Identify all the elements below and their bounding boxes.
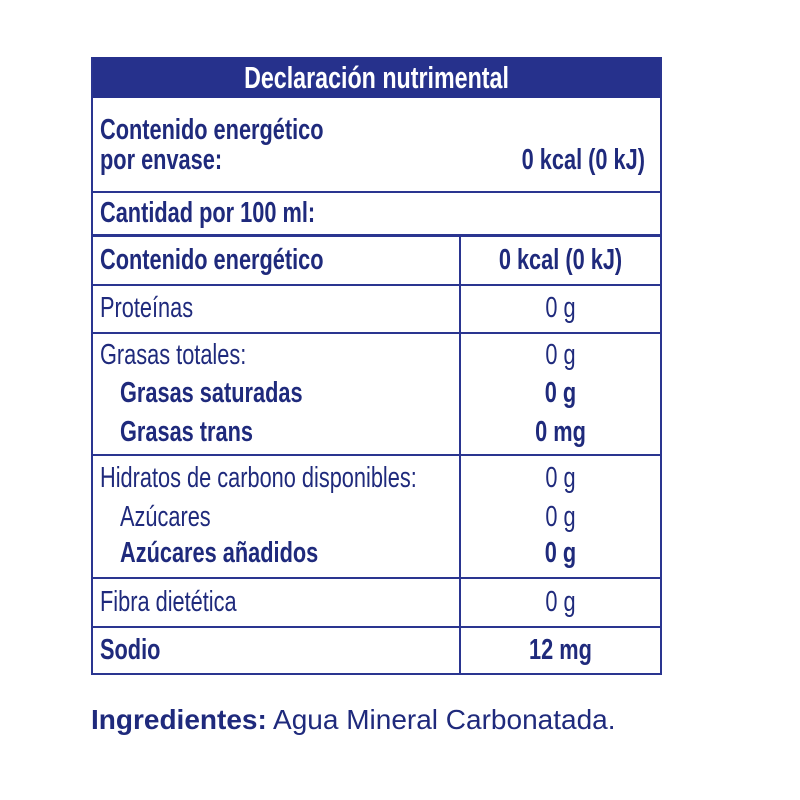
- row-label: Sodio: [100, 634, 161, 666]
- row-line: [91, 626, 662, 628]
- row-value: 0 g: [545, 462, 576, 494]
- row-label: Grasas totales:: [100, 339, 247, 371]
- row-label: Hidratos de carbono disponibles:: [100, 462, 417, 494]
- column-line: [459, 236, 461, 674]
- per-package-value: 0 kcal (0 kJ): [521, 144, 645, 176]
- row-line: [91, 454, 662, 456]
- border: [660, 57, 662, 675]
- header-band: [91, 57, 662, 98]
- border: [91, 673, 662, 675]
- row-label: Grasas trans: [120, 416, 253, 448]
- row-label: Grasas saturadas: [120, 377, 303, 409]
- row-line: [91, 284, 662, 286]
- row-value: 0 kcal (0 kJ): [498, 244, 623, 276]
- row-line: [91, 234, 662, 237]
- row-value: 0 mg: [535, 416, 586, 448]
- row-value: 0 g: [544, 537, 577, 569]
- row-line: [91, 577, 662, 579]
- border: [91, 57, 93, 675]
- per-package-label: Contenido energético: [100, 114, 324, 146]
- row-label: Azúcares: [120, 501, 211, 533]
- per-package-label: por envase:: [100, 144, 223, 176]
- ingredients-text: Agua Mineral Carbonatada.: [273, 704, 616, 735]
- row-label: Azúcares añadidos: [120, 537, 319, 569]
- row-value: 12 mg: [529, 634, 592, 666]
- row-label: Contenido energético: [100, 244, 324, 276]
- row-value: 0 g: [545, 501, 576, 533]
- row-value: 0 g: [545, 586, 576, 618]
- header-title: Declaración nutrimental: [244, 60, 509, 95]
- row-label: Fibra dietética: [100, 586, 237, 618]
- row-label: Proteínas: [100, 292, 194, 324]
- row-value: 0 g: [545, 339, 576, 371]
- ingredients: Ingredientes: Agua Mineral Carbonatada.: [91, 702, 616, 738]
- row-line: [91, 332, 662, 334]
- serving-label: Cantidad por 100 ml:: [100, 197, 316, 229]
- row-line: [91, 191, 662, 193]
- row-value: 0 g: [545, 292, 576, 324]
- ingredients-label: Ingredientes:: [91, 704, 267, 735]
- row-value: 0 g: [544, 377, 577, 409]
